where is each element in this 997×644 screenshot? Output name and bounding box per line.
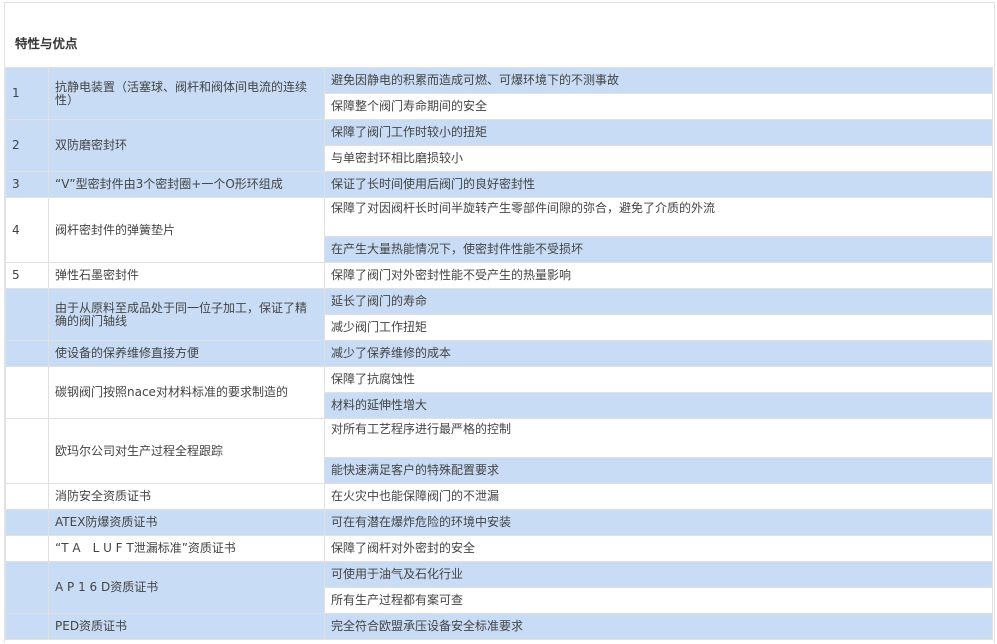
row-number: 1 <box>5 67 49 120</box>
row-number <box>5 535 49 562</box>
benefit-cell: 保障了对因阀杆长时间半旋转产生零部件间隙的弥合，避免了介质的外流 <box>324 197 993 237</box>
benefit-cell: 可使用于油气及石化行业 <box>324 561 993 588</box>
table-row: A P 1 6 D资质证书 可使用于油气及石化行业 <box>5 561 993 614</box>
feature-cell: A P 1 6 D资质证书 <box>48 561 325 614</box>
feature-cell: 阀杆密封件的弹簧垫片 <box>48 197 325 263</box>
table-row: 使设备的保养维修直接方便 减少了保养维修的成本 <box>5 340 993 367</box>
feature-cell: 使设备的保养维修直接方便 <box>48 340 325 367</box>
feature-cell: 碳钢阀门按照nace对材料标准的要求制造的 <box>48 366 325 419</box>
feature-cell: 由于从原料至成品处于同一位子加工，保证了精确的阀门轴线 <box>48 288 325 341</box>
row-number <box>5 418 49 484</box>
table-row: “T A L U F T泄漏标准”资质证书 保障了阀杆对外密封的安全 <box>5 535 993 562</box>
table-row: 消防安全资质证书 在火灾中也能保障阀门的不泄漏 <box>5 483 993 510</box>
row-number <box>5 613 49 640</box>
table-row: 欧玛尔公司对生产过程全程跟踪 对所有工艺程序进行最严格的控制 <box>5 418 993 484</box>
benefit-cell: 延长了阀门的寿命 <box>324 288 993 315</box>
feature-cell: 抗静电装置（活塞球、阀杆和阀体间电流的连续性） <box>48 67 325 120</box>
row-number <box>5 509 49 536</box>
table-row: 所有生产过程都有案可查 <box>6 587 993 614</box>
row-number: 5 <box>5 262 49 289</box>
feature-cell: 弹性石墨密封件 <box>48 262 325 289</box>
feature-cell: “T A L U F T泄漏标准”资质证书 <box>48 535 325 562</box>
benefit-cell: 保障整个阀门寿命期间的安全 <box>324 93 993 120</box>
feature-cell: 双防磨密封环 <box>48 119 325 172</box>
benefit-cell: 避免因静电的积累而造成可燃、可爆环境下的不测事故 <box>324 67 993 94</box>
table-row: 由于从原料至成品处于同一位子加工，保证了精确的阀门轴线 延长了阀门的寿命 <box>5 288 993 341</box>
row-number <box>5 483 49 510</box>
benefit-cell: 能快速满足客户的特殊配置要求 <box>324 457 993 484</box>
benefit-cell: 所有生产过程都有案可查 <box>324 587 993 614</box>
row-number: 3 <box>5 171 49 198</box>
benefit-cell: 与单密封环相比磨损较小 <box>324 145 993 172</box>
table-row: 4 阀杆密封件的弹簧垫片 保障了对因阀杆长时间半旋转产生零部件间隙的弥合，避免了介质… <box>5 197 993 263</box>
row-number <box>5 366 49 419</box>
row-number <box>5 561 49 614</box>
row-number: 2 <box>5 119 49 172</box>
row-number: 4 <box>5 197 49 263</box>
features-table: 1 抗静电装置（活塞球、阀杆和阀体间电流的连续性） 避免因静电的积累而造成可燃、可爆… <box>5 67 993 640</box>
row-number <box>5 340 49 367</box>
benefit-cell: 在火灾中也能保障阀门的不泄漏 <box>324 483 993 510</box>
section-title: 特性与优点 <box>15 36 78 51</box>
benefit-cell: 完全符合欧盟承压设备安全标准要求 <box>324 613 993 640</box>
content-frame <box>4 2 995 643</box>
row-number <box>5 288 49 341</box>
benefit-cell: 在产生大量热能情况下，使密封件性能不受损坏 <box>324 236 993 263</box>
benefit-cell: 保障了阀门工作时较小的扭矩 <box>324 119 993 146</box>
benefit-cell: 可在有潜在爆炸危险的环境中安装 <box>324 509 993 536</box>
feature-cell: 欧玛尔公司对生产过程全程跟踪 <box>48 418 325 484</box>
table-row: 碳钢阀门按照nace对材料标准的要求制造的 保障了抗腐蚀性 <box>5 366 993 419</box>
table-row: 能快速满足客户的特殊配置要求 <box>6 457 993 484</box>
benefit-cell: 对所有工艺程序进行最严格的控制 <box>324 418 993 458</box>
table-row: 2 双防磨密封环 保障了阀门工作时较小的扭矩 <box>5 119 993 172</box>
feature-cell: 消防安全资质证书 <box>48 483 325 510</box>
benefit-cell: 保证了长时间使用后阀门的良好密封性 <box>324 171 993 198</box>
feature-cell: ATEX防爆资质证书 <box>48 509 325 536</box>
table-row: ATEX防爆资质证书 可在有潜在爆炸危险的环境中安装 <box>5 509 993 536</box>
benefit-cell: 保障了抗腐蚀性 <box>324 366 993 393</box>
table-row: 保障整个阀门寿命期间的安全 <box>6 93 993 120</box>
benefit-cell: 减少了保养维修的成本 <box>324 340 993 367</box>
table-row: 5 弹性石墨密封件 保障了阀门对外密封性能不受产生的热量影响 <box>5 262 993 289</box>
benefit-cell: 保障了阀门对外密封性能不受产生的热量影响 <box>324 262 993 289</box>
table-row: 1 抗静电装置（活塞球、阀杆和阀体间电流的连续性） 避免因静电的积累而造成可燃、可爆… <box>5 67 993 120</box>
feature-cell: “V”型密封件由3个密封圈+一个O形环组成 <box>48 171 325 198</box>
benefit-cell: 减少阀门工作扭矩 <box>324 314 993 341</box>
table-row: 3 “V”型密封件由3个密封圈+一个O形环组成 保证了长时间使用后阀门的良好密封性 <box>5 171 993 198</box>
table-row: 减少阀门工作扭矩 <box>6 314 993 341</box>
benefit-cell: 保障了阀杆对外密封的安全 <box>324 535 993 562</box>
benefit-cell: 材料的延伸性增大 <box>324 392 993 419</box>
feature-cell: PED资质证书 <box>48 613 325 640</box>
table-row: PED资质证书 完全符合欧盟承压设备安全标准要求 <box>5 613 993 640</box>
